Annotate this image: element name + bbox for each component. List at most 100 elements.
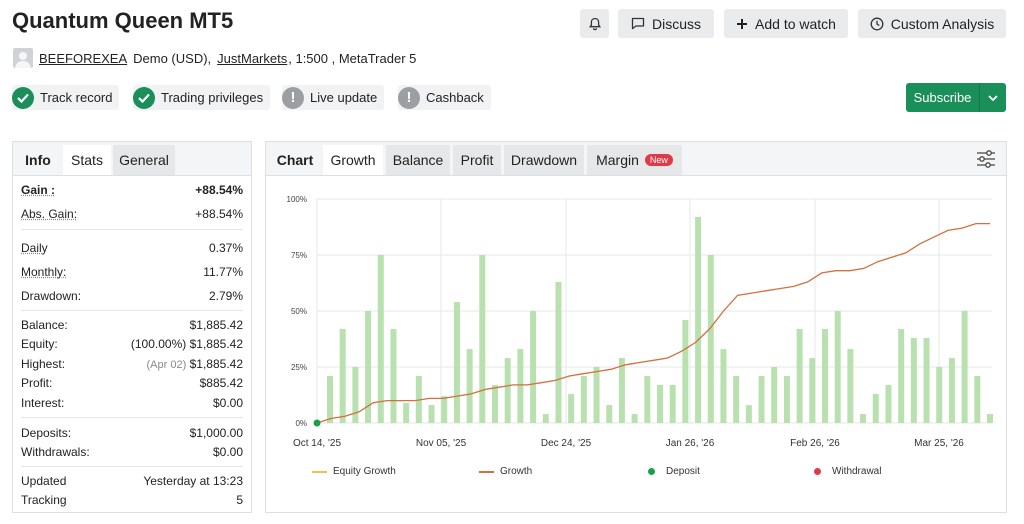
- stat-value: 11.77%: [203, 265, 243, 279]
- stat-label: Daily: [21, 241, 48, 255]
- stat-monthly: Monthly: 11.77%: [21, 264, 243, 280]
- badge-label: Track record: [40, 90, 113, 105]
- stat-equity: Equity: (100.00%) $1,885.42: [21, 336, 243, 352]
- legend-withdrawal[interactable]: Withdrawal: [814, 466, 881, 477]
- grid: [316, 198, 992, 424]
- legend-equity-growth[interactable]: Equity Growth: [312, 466, 396, 477]
- chart-bar: [517, 349, 524, 423]
- chart-bar: [606, 405, 613, 423]
- divider: [21, 229, 243, 230]
- custom-analysis-label: Custom Analysis: [890, 15, 995, 32]
- chart-bar: [733, 375, 740, 423]
- legend-label: Deposit: [666, 466, 700, 477]
- chart-bar: [682, 319, 689, 423]
- legend-label: Equity Growth: [333, 466, 396, 477]
- page-title: Quantum Queen MT5: [12, 8, 234, 33]
- stat-label: Balance:: [21, 318, 68, 332]
- chart-bar: [923, 337, 930, 423]
- discuss-label: Discuss: [651, 15, 701, 32]
- stat-note: (Apr 02): [146, 359, 187, 371]
- chart-bar: [720, 349, 727, 423]
- stat-value: $1,885.42: [189, 337, 243, 351]
- stat-value: +88.54%: [195, 207, 243, 221]
- deposit-marker[interactable]: [313, 419, 321, 427]
- chart-bar: [428, 405, 435, 423]
- check-icon: [12, 86, 34, 109]
- notification-button[interactable]: [580, 9, 609, 38]
- settings-sliders-icon[interactable]: [976, 150, 996, 173]
- badge-trading-privileges[interactable]: Trading privileges: [133, 85, 271, 110]
- badge-cashback[interactable]: ! Cashback: [398, 85, 491, 110]
- badge-live-update[interactable]: ! Live update: [282, 85, 385, 110]
- tab-info[interactable]: Info: [25, 152, 51, 168]
- chart-bar: [580, 375, 587, 423]
- stat-label: Updated: [21, 474, 67, 488]
- chart-bar: [504, 358, 511, 423]
- stat-value: 2.79%: [208, 289, 243, 303]
- tab-balance[interactable]: Balance: [386, 145, 450, 175]
- chart-bar: [669, 384, 676, 423]
- stat-abs-gain: Abs. Gain: +88.54%: [21, 206, 243, 222]
- tab-stats[interactable]: Stats: [63, 145, 111, 175]
- legend-label: Withdrawal: [832, 466, 882, 477]
- legend-growth[interactable]: Growth: [479, 466, 532, 477]
- account-info-row: BEEFOREXEA Demo (USD), JustMarkets , 1:5…: [13, 48, 416, 68]
- stat-label: Monthly:: [21, 265, 67, 279]
- chart-bar: [377, 255, 384, 423]
- avatar[interactable]: [13, 48, 33, 68]
- owner-link[interactable]: BEEFOREXEA: [39, 50, 128, 66]
- stat-interest: Interest: $0.00: [21, 395, 243, 411]
- chart-tabbar: Chart Growth Balance Profit Drawdown Mar…: [266, 142, 1006, 176]
- x-tick-label: Jan 26, '26: [666, 438, 715, 449]
- tab-general[interactable]: General: [113, 145, 175, 175]
- add-to-watch-label: Add to watch: [755, 15, 836, 32]
- stats-panel: Info Stats General Gain : +88.54% Abs. G…: [12, 141, 252, 513]
- stat-deposits: Deposits: $1,000.00: [21, 425, 243, 441]
- tab-growth[interactable]: Growth: [323, 145, 383, 175]
- clock-icon: [870, 17, 884, 31]
- badge-track-record[interactable]: Track record: [12, 85, 120, 110]
- chart-bar: [466, 349, 473, 423]
- stat-balance: Balance: $1,885.42: [21, 317, 243, 333]
- discuss-button[interactable]: Discuss: [618, 9, 714, 38]
- stat-tracking: Tracking 5: [21, 492, 243, 508]
- stat-profit: Profit: $885.42: [21, 375, 243, 391]
- custom-analysis-button[interactable]: Custom Analysis: [858, 9, 1006, 38]
- chart-bar: [796, 328, 803, 423]
- chart-bar: [441, 396, 448, 423]
- subscribe-label: Subscribe: [913, 90, 972, 105]
- stat-value: 0.37%: [208, 241, 243, 255]
- x-tick-label: Nov 05, '25: [416, 438, 467, 449]
- chart-bar: [390, 328, 397, 423]
- stat-label: Withdrawals:: [21, 445, 90, 459]
- chart-bar: [695, 216, 702, 423]
- y-tick-label: 100%: [287, 195, 307, 204]
- chart-bar: [809, 358, 816, 423]
- tab-drawdown[interactable]: Drawdown: [504, 145, 584, 175]
- tab-profit[interactable]: Profit: [453, 145, 501, 175]
- badge-label: Cashback: [426, 90, 484, 105]
- divider: [21, 310, 243, 311]
- subscribe-button[interactable]: Subscribe: [906, 83, 1006, 112]
- chart-tab-label: Chart: [276, 152, 314, 168]
- chart-bar: [365, 311, 372, 423]
- bell-icon: [588, 17, 602, 31]
- chevron-down-icon[interactable]: [979, 83, 1006, 112]
- chart-bar: [987, 414, 993, 423]
- chart-bar: [352, 367, 359, 423]
- chart-bar: [327, 375, 333, 423]
- chart-bar: [885, 384, 892, 423]
- chart-bar: [618, 358, 625, 423]
- legend-swatch: [312, 470, 327, 473]
- add-to-watch-button[interactable]: Add to watch: [724, 9, 848, 38]
- x-tick-label: Oct 14, '25: [293, 438, 341, 449]
- plus-icon: [736, 18, 748, 30]
- stat-value: $0.00: [212, 396, 243, 410]
- tab-margin[interactable]: Margin New: [587, 145, 682, 175]
- growth-line: [316, 222, 990, 424]
- legend-deposit[interactable]: Deposit: [648, 466, 700, 477]
- stat-label: Tracking: [21, 493, 67, 507]
- broker-link[interactable]: JustMarkets: [217, 50, 288, 66]
- x-tick-label: Feb 26, '26: [790, 438, 840, 449]
